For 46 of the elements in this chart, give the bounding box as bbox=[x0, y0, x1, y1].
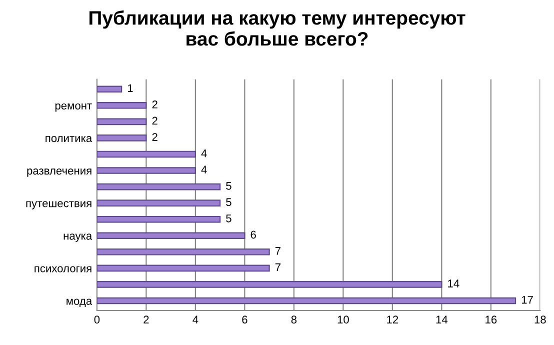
y-tick-label: ремонт bbox=[55, 103, 92, 112]
data-label: 4 bbox=[201, 166, 207, 174]
x-tick-label: 2 bbox=[144, 316, 149, 324]
y-tick-label: мода bbox=[66, 298, 92, 307]
data-label: 14 bbox=[448, 280, 460, 288]
data-label: 5 bbox=[226, 214, 232, 222]
chart-title: Публикации на какую тему интересуют вас больше всего? bbox=[90, 10, 466, 46]
x-tick-label: 18 bbox=[534, 316, 546, 324]
bar bbox=[96, 118, 147, 126]
data-label: 4 bbox=[201, 149, 207, 158]
x-tick-label: 4 bbox=[192, 316, 198, 324]
y-tick-label: наука bbox=[64, 234, 92, 242]
bar bbox=[96, 150, 196, 158]
data-label: 7 bbox=[275, 247, 280, 255]
bar bbox=[96, 86, 122, 93]
data-label: 5 bbox=[226, 182, 232, 190]
data-label: 2 bbox=[152, 133, 158, 141]
x-tick-label: 0 bbox=[94, 316, 100, 324]
bar bbox=[96, 232, 246, 240]
y-tick-label: путешествия bbox=[26, 201, 92, 210]
y-tick-label: политика bbox=[46, 136, 92, 142]
bar bbox=[96, 264, 270, 272]
x-tick-label: 6 bbox=[242, 316, 248, 324]
bar bbox=[96, 183, 221, 190]
data-label: 6 bbox=[250, 230, 256, 239]
data-label: 17 bbox=[522, 296, 533, 304]
bar bbox=[96, 167, 196, 174]
x-tick-label: 16 bbox=[486, 316, 497, 324]
data-label: 7 bbox=[275, 263, 280, 272]
x-tick-label: 8 bbox=[291, 316, 297, 324]
bar bbox=[96, 297, 516, 304]
bar bbox=[96, 216, 221, 223]
x-tick-label: 10 bbox=[338, 316, 349, 324]
x-tick-label: 14 bbox=[436, 316, 448, 324]
bar bbox=[96, 248, 270, 256]
bar bbox=[96, 200, 221, 206]
y-tick-label: психология bbox=[34, 266, 92, 272]
data-label: 2 bbox=[152, 116, 158, 125]
bar bbox=[96, 134, 147, 142]
bar bbox=[96, 281, 442, 288]
x-tick-label: 12 bbox=[387, 316, 398, 324]
data-label: 2 bbox=[152, 100, 158, 108]
bar bbox=[96, 102, 147, 109]
data-label: 5 bbox=[226, 198, 232, 206]
data-label: 1 bbox=[128, 84, 133, 92]
y-tick-label: развлечения bbox=[27, 168, 92, 177]
